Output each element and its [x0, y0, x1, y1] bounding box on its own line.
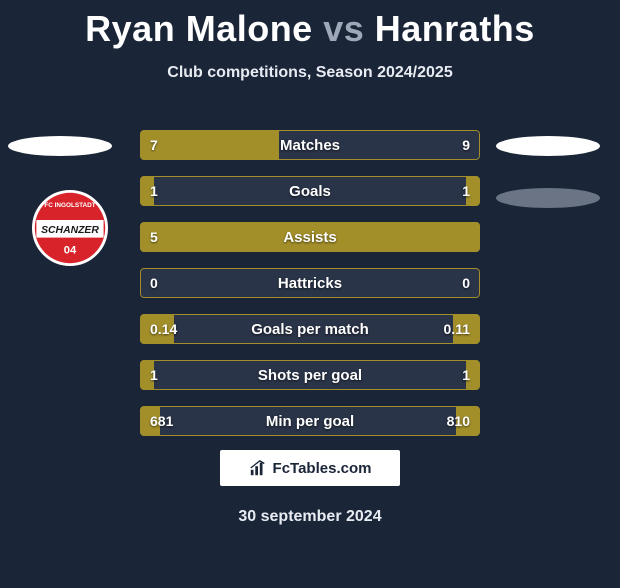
page-title: Ryan Malone vs Hanraths	[0, 8, 620, 50]
decoration-ellipse	[8, 136, 112, 156]
player1-name: Ryan Malone	[85, 8, 313, 49]
badge-top-text: FC INGOLSTADT	[44, 202, 95, 209]
stat-name: Goals	[140, 176, 480, 206]
club-badge: FC INGOLSTADT SCHANZER 04	[30, 188, 110, 268]
subtitle: Club competitions, Season 2024/2025	[0, 64, 620, 82]
stat-row: 11Shots per goal	[140, 360, 480, 390]
stat-name: Goals per match	[140, 314, 480, 344]
stat-name: Shots per goal	[140, 360, 480, 390]
decoration-ellipse	[496, 188, 600, 208]
stat-name: Hattricks	[140, 268, 480, 298]
stat-name: Matches	[140, 130, 480, 160]
decoration-ellipse	[496, 136, 600, 156]
versus-text: vs	[323, 8, 364, 49]
badge-band-text: SCHANZER	[41, 225, 99, 236]
stat-row: 79Matches	[140, 130, 480, 160]
badge-bottom-text: 04	[64, 245, 77, 257]
stat-name: Assists	[140, 222, 480, 252]
stats-bars: 79Matches 11Goals 5Assists 00Hattricks 0.140…	[140, 130, 480, 452]
stat-row: 0.140.11Goals per match	[140, 314, 480, 344]
fctables-text: FcTables.com	[273, 460, 372, 477]
stat-row: 681810Min per goal	[140, 406, 480, 436]
stat-row: 00Hattricks	[140, 268, 480, 298]
stat-name: Min per goal	[140, 406, 480, 436]
player2-name: Hanraths	[375, 8, 535, 49]
chart-icon	[249, 459, 267, 477]
stat-row: 11Goals	[140, 176, 480, 206]
club-badge-icon: FC INGOLSTADT SCHANZER 04	[30, 188, 110, 268]
footer-date: 30 september 2024	[0, 508, 620, 526]
fctables-logo: FcTables.com	[220, 450, 400, 486]
stat-row: 5Assists	[140, 222, 480, 252]
